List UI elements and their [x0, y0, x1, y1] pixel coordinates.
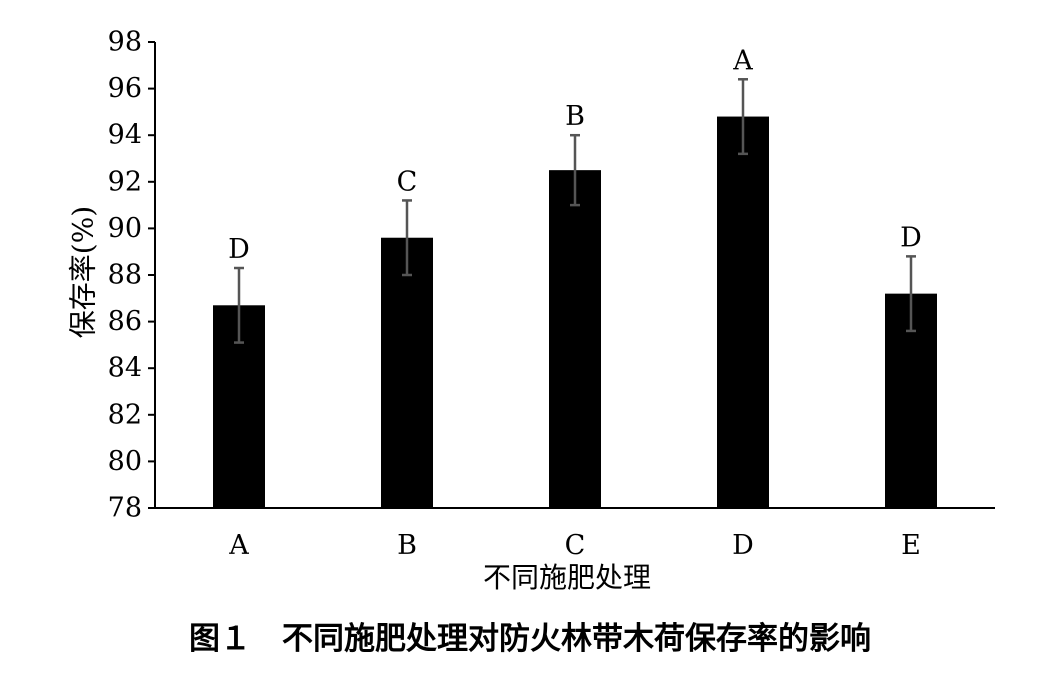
y-tick-label: 82	[108, 399, 142, 430]
y-tick-label: 86	[108, 306, 142, 337]
y-tick-label: 90	[108, 213, 142, 244]
y-tick-label: 92	[108, 166, 142, 197]
y-axis-title: 保存率(%)	[67, 206, 100, 338]
x-tick-label-b: B	[397, 530, 417, 561]
plot-area: 78 80 82 84 86 88 90 92 94 96 98 D A C B B C A D D E	[108, 27, 995, 561]
y-tick-label: 80	[108, 446, 142, 477]
x-tick-label-d: D	[732, 530, 754, 561]
y-tick-label: 88	[108, 260, 142, 291]
y-tick-label: 96	[108, 73, 142, 104]
x-tick-label-e: E	[901, 530, 921, 561]
bar-b	[381, 237, 433, 508]
significance-label-d: A	[732, 45, 753, 76]
y-tick-label: 98	[108, 27, 142, 58]
figure-caption: 图１ 不同施肥处理对防火林带木荷保存率的影响	[189, 621, 871, 657]
bar-d	[717, 116, 769, 508]
significance-label-e: D	[900, 222, 922, 253]
x-axis-title: 不同施肥处理	[483, 561, 651, 594]
significance-label-a: D	[228, 234, 250, 265]
x-tick-label-c: C	[565, 530, 586, 561]
significance-label-b: C	[397, 166, 418, 197]
x-tick-label-a: A	[228, 530, 249, 561]
y-tick-label: 78	[108, 493, 142, 524]
bar-c	[549, 170, 601, 508]
y-tick-label: 84	[108, 353, 142, 384]
significance-label-c: B	[565, 101, 585, 132]
y-tick-label: 94	[108, 120, 142, 151]
